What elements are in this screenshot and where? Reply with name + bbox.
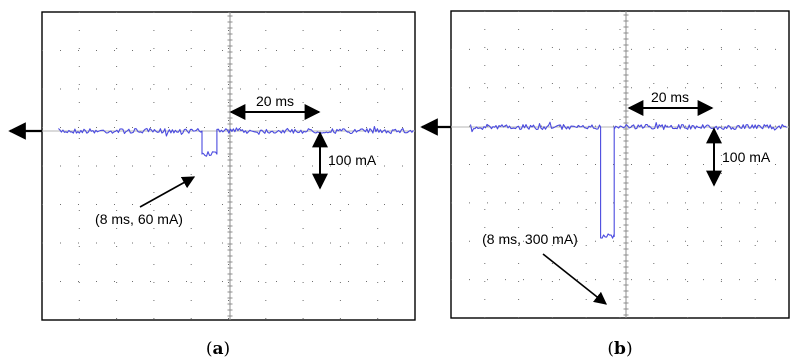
pulse-pointer-b — [542, 253, 608, 305]
current-scale-label-b: 100 mA — [722, 149, 771, 165]
trace-group-a — [58, 125, 414, 157]
pulse-annotation-a: (8 ms, 60 mA) — [95, 176, 196, 227]
current-scale-label-a: 100 mA — [328, 152, 377, 168]
panel-b: 20 ms 100 mA (8 ms, 300 mA) (b) — [420, 10, 790, 359]
time-scale-label-b: 20 ms — [651, 89, 689, 105]
caption-letter-b: b — [614, 339, 626, 359]
caption-b: (b) — [607, 339, 632, 359]
pulse-label-a: (8 ms, 60 mA) — [95, 211, 183, 227]
plot-frame-b — [450, 10, 790, 319]
pulse-pointer-a — [139, 176, 196, 208]
panel-a: 20 ms 100 mA (8 ms, 60 mA) (a) — [8, 11, 416, 359]
current-trace-a — [58, 125, 414, 157]
trace-group-b — [469, 121, 788, 239]
time-scale-label-a: 20 ms — [256, 93, 294, 109]
time-scale-annotation-a: 20 ms — [229, 93, 321, 120]
current-trace-b — [469, 121, 788, 239]
caption-a: (a) — [206, 339, 230, 359]
time-scale-annotation-b: 20 ms — [627, 89, 714, 116]
current-scale-annotation-a: 100 mA — [312, 131, 377, 190]
caption-letter-a: a — [212, 339, 223, 359]
pulse-label-b: (8 ms, 300 mA) — [482, 231, 578, 247]
pulse-annotation-b: (8 ms, 300 mA) — [482, 231, 608, 305]
current-scale-annotation-b: 100 mA — [706, 127, 771, 187]
